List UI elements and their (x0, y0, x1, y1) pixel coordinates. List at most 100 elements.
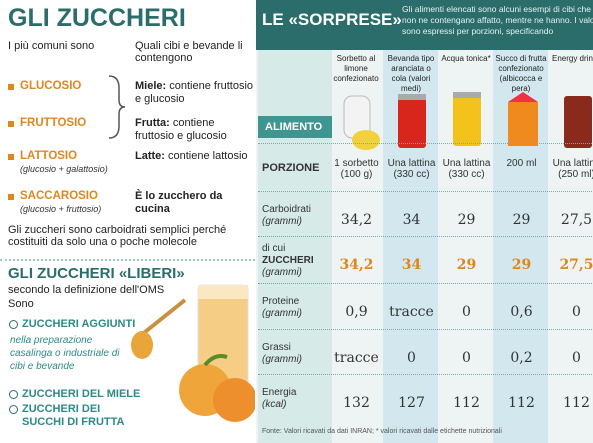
column-header: Sorbetto al limone confezionato (333, 54, 379, 83)
cell: 27,5 (560, 212, 593, 228)
cell: tracce (389, 304, 434, 320)
source-text: contiene fruttosio e glucosio (135, 117, 227, 142)
bullet (8, 194, 14, 200)
cell: 34 (401, 257, 422, 273)
row-unit: (grammi) (262, 267, 302, 278)
source-lead: È lo zucchero da cucina (135, 190, 223, 215)
column-header: Succo di frutta confezionato (albicocca … (495, 54, 547, 93)
table-intro: Gli alimenti elencati sono alcuni esempi… (402, 4, 593, 36)
sugar-name: SACCAROSIO (20, 190, 98, 202)
cell: 127 (398, 395, 425, 411)
cell: 29 (512, 212, 531, 228)
col-header: I più comuni sono (8, 40, 95, 52)
source-text: contiene fruttosio e glucosio (135, 80, 254, 105)
row-label: Grassi (262, 342, 291, 353)
source: Latte: contiene lattosio (135, 150, 255, 163)
row-unit: (grammi) (262, 216, 302, 227)
row-divider (258, 329, 593, 330)
cell: 0,9 (345, 304, 368, 320)
sugar-name: GLUCOSIO (20, 80, 82, 92)
column-header: Acqua tonica* (441, 54, 491, 63)
cell: 29 (457, 212, 476, 228)
cell: 112 (453, 395, 480, 411)
cell: 0 (462, 304, 471, 320)
sugar-note: (glucosio + galattosio) (20, 164, 108, 174)
row-unit: (grammi) (262, 354, 302, 365)
title: GLI ZUCCHERI (8, 4, 186, 32)
cell: 0 (572, 350, 581, 366)
label-column (258, 50, 332, 443)
row-divider (258, 236, 593, 237)
cell: 29 (456, 257, 477, 273)
cell: 132 (343, 395, 370, 411)
cell: 34,2 (340, 212, 373, 228)
item-detail: nella preparazione casalinga o industria… (10, 335, 120, 372)
cell: Una lattina (330 cc) (442, 158, 491, 180)
cell: 0 (572, 304, 581, 320)
item-name: ZUCCHERI DEI SUCCHI DI FRUTTA (22, 403, 125, 428)
row-unit: (kcal) (262, 399, 287, 410)
cell: 34 (402, 212, 421, 228)
cell: Una lattina (330 cc) (387, 158, 436, 180)
sugar-note: (glucosio + fruttosio) (20, 204, 102, 214)
table-title: LE «SORPRESE» (262, 10, 402, 29)
row-header-band (258, 116, 332, 138)
section-title: GLI ZUCCHERI «LIBERI» (8, 265, 185, 282)
column-header: Bevanda tipo aranciata o cola (valori me… (387, 54, 435, 93)
product-images (343, 92, 592, 150)
source: Fonte: Valori ricavati da dati INRAN; * … (262, 428, 502, 435)
cell: 0,6 (510, 304, 533, 320)
cell: 112 (508, 395, 535, 411)
note: Gli zuccheri sono carboidrati semplici p… (8, 224, 227, 248)
list-marker (9, 405, 18, 414)
cell: Una lattina (250 ml) (552, 158, 593, 180)
source: È lo zucchero da cucina (135, 190, 255, 216)
sugar-name: LATTOSIO (20, 150, 78, 162)
bullet (8, 84, 14, 90)
item-name: ZUCCHERI AGGIUNTI (22, 318, 136, 330)
source-lead: Miele: (135, 80, 167, 92)
row-label: ZUCCHERI (262, 255, 314, 266)
cell: 1 sorbetto (100 g) (334, 158, 379, 180)
illustration (131, 284, 255, 422)
row-divider (258, 191, 593, 192)
row-divider (258, 374, 593, 375)
row-label: Carboidrati (262, 204, 311, 215)
bullet (8, 121, 14, 127)
list-marker (9, 320, 18, 329)
cell: 0 (462, 350, 471, 366)
row-divider (258, 283, 593, 284)
bullet (8, 154, 14, 160)
item-name: ZUCCHERI DEL MIELE (22, 388, 141, 400)
row-label: Energia (262, 387, 297, 398)
row-label: Proteine (262, 296, 300, 307)
panel-header (256, 0, 593, 50)
source: Frutta: contiene fruttosio e glucosio (135, 117, 255, 143)
cell: 27,5 (559, 257, 593, 273)
column-header: Energy drink* (551, 54, 593, 63)
separator (0, 259, 255, 261)
source-text: contiene lattosio (168, 150, 248, 162)
row-divider (258, 143, 593, 144)
source: Miele: contiene fruttosio e glucosio (135, 80, 255, 106)
row-unit: (grammi) (262, 308, 302, 319)
cell: tracce (334, 350, 379, 366)
intro: Sono (8, 298, 34, 310)
row-header: ALIMENTO (265, 121, 323, 133)
list-marker (9, 390, 18, 399)
source-lead: Latte: (135, 150, 165, 162)
sugar-name: FRUTTOSIO (20, 117, 87, 129)
source-lead: Frutta: (135, 117, 170, 129)
subtitle: secondo la definizione dell'OMS (8, 284, 165, 296)
cell: 112 (563, 395, 590, 411)
cell: 34,2 (339, 257, 374, 273)
row-label: PORZIONE (262, 162, 320, 174)
row-prefix: di cui (262, 243, 286, 254)
cell: 0 (407, 350, 416, 366)
cell: 0,2 (510, 350, 533, 366)
cell: 29 (511, 257, 532, 273)
brace (108, 75, 126, 139)
cell: 200 ml (506, 158, 537, 169)
col-header: Quali cibi e bevande li contengono (135, 40, 243, 64)
